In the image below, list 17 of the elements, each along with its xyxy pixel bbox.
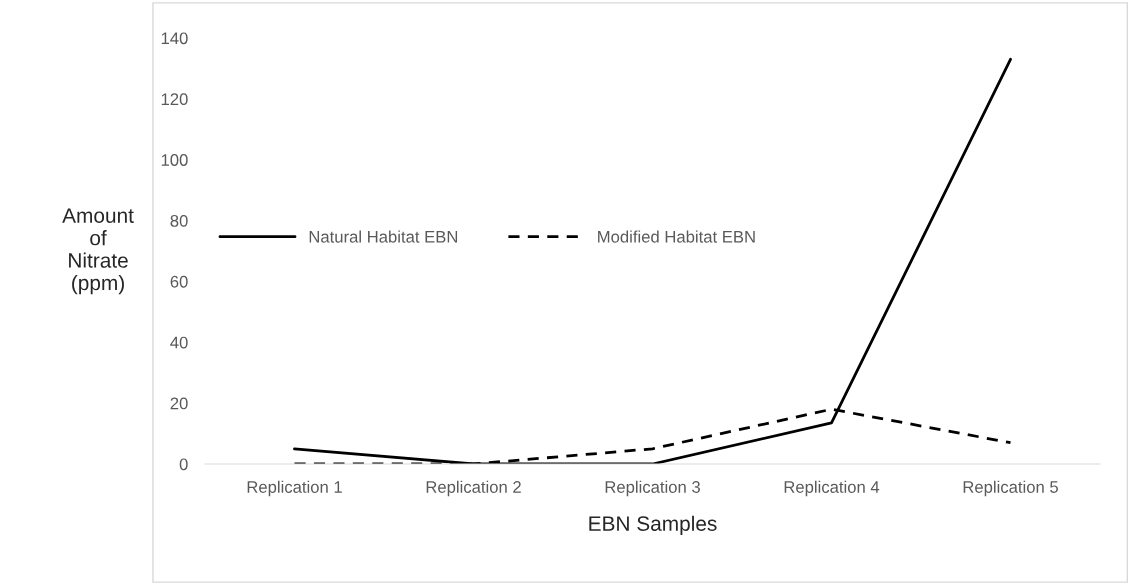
- x-tick-label: Replication 2: [426, 480, 521, 497]
- y-tick-label: 20: [170, 397, 188, 410]
- y-tick-label: 80: [170, 214, 188, 227]
- x-axis-title: EBN Samples: [589, 515, 717, 536]
- x-tick-label: Replication 3: [605, 480, 700, 497]
- y-tick-label: 100: [161, 154, 188, 166]
- legend-label: Modified Habitat EBN: [598, 230, 755, 243]
- y-tick-label: 0: [179, 458, 188, 471]
- x-tick-label: Replication 4: [784, 480, 880, 497]
- y-axis-title: Amount of Nitrate (ppm): [62, 208, 134, 295]
- legend-label: Natural Habitat EBN: [309, 230, 458, 243]
- y-tick-label: 40: [170, 336, 188, 349]
- x-tick-label: Replication 1: [247, 480, 342, 497]
- y-tick-label: 120: [161, 93, 188, 106]
- y-tick-label: 60: [170, 275, 188, 288]
- x-tick-label: Replication 5: [963, 480, 1058, 497]
- y-tick-label: 140: [161, 32, 188, 45]
